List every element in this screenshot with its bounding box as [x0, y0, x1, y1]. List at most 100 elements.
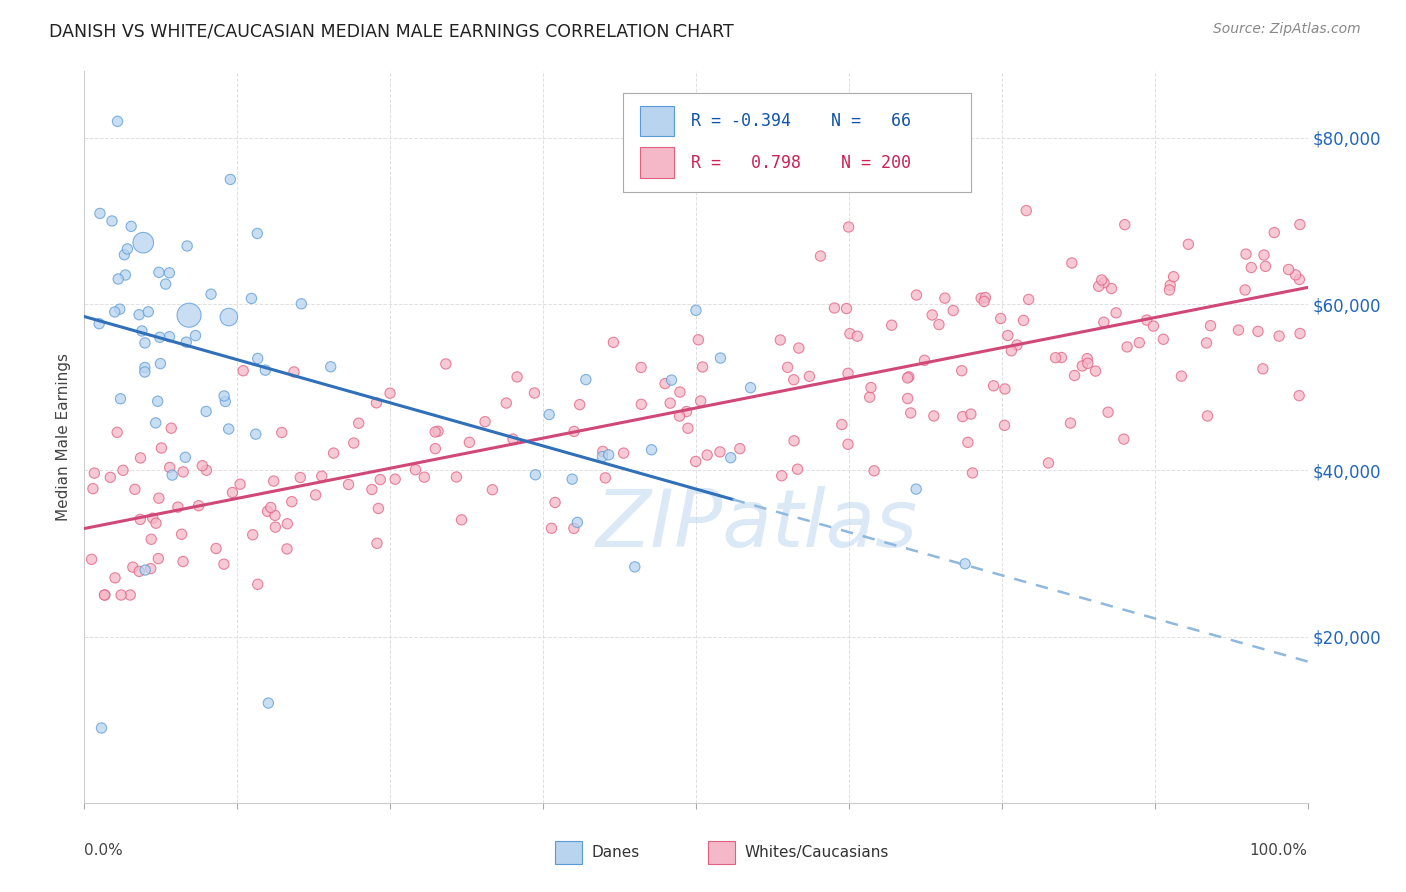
Point	[1289, 326, 1312, 341]
Point	[290, 470, 312, 484]
Point	[120, 219, 142, 234]
Point	[104, 571, 127, 585]
Point	[1263, 226, 1285, 240]
Point	[728, 442, 751, 456]
Point	[1059, 416, 1081, 430]
Point	[859, 381, 882, 395]
Point	[263, 474, 285, 488]
Text: DANISH VS WHITE/CAUCASIAN MEDIAN MALE EARNINGS CORRELATION CHART: DANISH VS WHITE/CAUCASIAN MEDIAN MALE EA…	[49, 22, 734, 40]
Point	[1045, 351, 1067, 365]
Point	[905, 288, 928, 302]
Point	[897, 371, 920, 385]
Point	[264, 508, 287, 523]
Point	[922, 409, 945, 423]
Point	[1159, 283, 1181, 297]
Point	[592, 444, 614, 458]
Point	[276, 541, 298, 556]
Point	[1284, 268, 1306, 282]
Point	[880, 318, 903, 333]
Point	[246, 227, 269, 241]
Point	[770, 468, 793, 483]
Point	[1195, 335, 1218, 350]
Point	[1247, 324, 1270, 338]
Point	[993, 418, 1015, 433]
Point	[994, 382, 1017, 396]
Point	[139, 561, 162, 575]
Point	[260, 500, 283, 515]
Point	[361, 483, 384, 497]
Point	[141, 533, 163, 547]
Point	[776, 360, 799, 375]
Point	[322, 446, 344, 460]
Point	[1177, 237, 1199, 252]
Point	[562, 425, 585, 439]
Point	[1142, 319, 1164, 334]
Point	[934, 291, 956, 305]
Point	[110, 588, 132, 602]
Point	[129, 512, 152, 526]
Point	[481, 483, 503, 497]
Point	[787, 341, 810, 355]
Point	[1097, 405, 1119, 419]
Point	[709, 351, 731, 365]
Point	[676, 421, 699, 435]
Point	[107, 272, 129, 286]
Point	[1050, 351, 1073, 365]
Text: R = -0.394    N =   66: R = -0.394 N = 66	[692, 112, 911, 130]
Text: 100.0%: 100.0%	[1250, 843, 1308, 858]
Text: ZIPatlas: ZIPatlas	[596, 486, 918, 564]
Point	[685, 303, 707, 318]
Point	[80, 552, 103, 566]
Point	[128, 308, 150, 322]
Point	[544, 495, 567, 509]
Point	[1091, 273, 1114, 287]
Text: 0.0%: 0.0%	[84, 843, 124, 858]
Point	[1092, 276, 1115, 290]
Point	[1038, 456, 1060, 470]
Point	[200, 287, 222, 301]
Point	[427, 424, 450, 438]
FancyBboxPatch shape	[640, 147, 673, 178]
Point	[82, 482, 104, 496]
Point	[367, 501, 389, 516]
Point	[575, 373, 598, 387]
Point	[1015, 203, 1038, 218]
Point	[1159, 278, 1181, 293]
Point	[524, 467, 547, 482]
Point	[900, 406, 922, 420]
Point	[595, 471, 617, 485]
Point	[212, 389, 235, 403]
Point	[108, 302, 131, 317]
Point	[502, 432, 524, 446]
Point	[786, 462, 808, 476]
Point	[1288, 389, 1310, 403]
Point	[240, 292, 263, 306]
Point	[111, 463, 134, 477]
Point	[561, 472, 583, 486]
FancyBboxPatch shape	[555, 841, 582, 864]
Point	[458, 435, 481, 450]
Point	[905, 482, 928, 496]
Point	[1227, 323, 1250, 337]
Point	[174, 450, 197, 465]
Point	[1092, 315, 1115, 329]
Point	[640, 442, 662, 457]
Point	[434, 357, 457, 371]
Point	[1197, 409, 1219, 423]
Point	[117, 242, 139, 256]
Point	[962, 466, 984, 480]
Point	[191, 458, 214, 473]
Point	[1199, 318, 1222, 333]
Point	[89, 317, 111, 331]
Point	[187, 499, 209, 513]
Point	[897, 392, 920, 406]
Point	[311, 469, 333, 483]
Point	[1012, 313, 1035, 327]
Point	[1077, 356, 1099, 370]
Point	[659, 396, 682, 410]
Point	[246, 351, 269, 366]
Point	[146, 394, 169, 409]
Point	[219, 172, 242, 186]
Point	[155, 277, 177, 291]
Point	[425, 425, 447, 439]
